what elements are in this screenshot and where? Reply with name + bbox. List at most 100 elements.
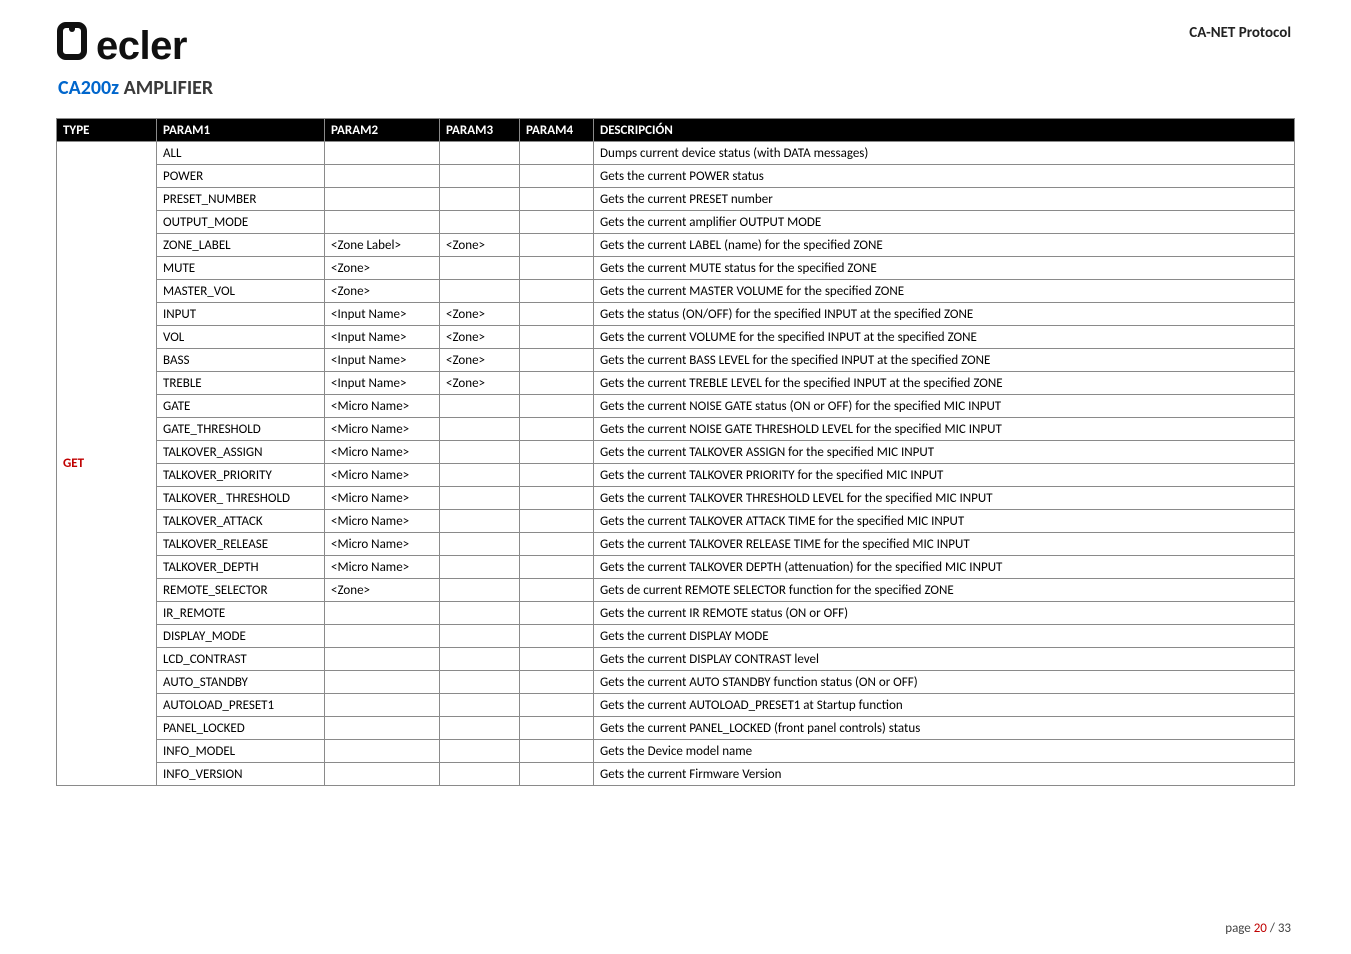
col-header-type: TYPE <box>57 119 157 142</box>
cell-param4 <box>520 510 594 533</box>
footer-page-label: page <box>1225 921 1253 936</box>
cell-param4 <box>520 487 594 510</box>
cell-param3: <Zone> <box>440 326 520 349</box>
cell-param2 <box>325 165 440 188</box>
cell-param3 <box>440 165 520 188</box>
cell-param2: <Micro Name> <box>325 418 440 441</box>
cell-param4 <box>520 165 594 188</box>
cell-param2 <box>325 625 440 648</box>
cell-param2: <Zone> <box>325 257 440 280</box>
cell-param3 <box>440 579 520 602</box>
cell-desc: Gets the Device model name <box>594 740 1295 763</box>
cell-param1: VOL <box>157 326 325 349</box>
cell-param4 <box>520 602 594 625</box>
cell-param2 <box>325 211 440 234</box>
cell-param1: PANEL_LOCKED <box>157 717 325 740</box>
col-header-param4: PARAM4 <box>520 119 594 142</box>
table-row: AUTO_STANDBYGets the current AUTO STANDB… <box>57 671 1295 694</box>
cell-param4 <box>520 533 594 556</box>
table-row: PRESET_NUMBERGets the current PRESET num… <box>57 188 1295 211</box>
cell-param2 <box>325 671 440 694</box>
commands-table: TYPE PARAM1 PARAM2 PARAM3 PARAM4 DESCRIP… <box>56 118 1295 786</box>
footer-page-current: 20 <box>1254 921 1267 936</box>
cell-param4 <box>520 648 594 671</box>
cell-param2: <Zone> <box>325 579 440 602</box>
table-row: DISPLAY_MODEGets the current DISPLAY MOD… <box>57 625 1295 648</box>
cell-desc: Gets the current TALKOVER ATTACK TIME fo… <box>594 510 1295 533</box>
cell-param4 <box>520 464 594 487</box>
cell-param1: LCD_CONTRAST <box>157 648 325 671</box>
col-header-param3: PARAM3 <box>440 119 520 142</box>
table-row: PANEL_LOCKEDGets the current PANEL_LOCKE… <box>57 717 1295 740</box>
cell-param4 <box>520 211 594 234</box>
cell-desc: Gets the current AUTO STANDBY function s… <box>594 671 1295 694</box>
cell-param2: <Micro Name> <box>325 464 440 487</box>
cell-param1: GATE_THRESHOLD <box>157 418 325 441</box>
cell-desc: Gets the current MUTE status for the spe… <box>594 257 1295 280</box>
cell-param4 <box>520 142 594 165</box>
table-row: INFO_MODELGets the Device model name <box>57 740 1295 763</box>
page-footer: page 20 / 33 <box>1225 921 1291 936</box>
model-link[interactable]: CA200z <box>58 76 119 100</box>
table-row: MUTE<Zone> Gets the current MUTE status f… <box>57 257 1295 280</box>
cell-param2: <Input Name> <box>325 372 440 395</box>
cell-param4 <box>520 349 594 372</box>
cell-param2 <box>325 694 440 717</box>
cell-param1: IR_REMOTE <box>157 602 325 625</box>
cell-param3 <box>440 487 520 510</box>
cell-desc: Gets the current TALKOVER THRESHOLD LEVE… <box>594 487 1295 510</box>
cell-param4 <box>520 441 594 464</box>
cell-param4 <box>520 740 594 763</box>
cell-desc: Gets the current BASS LEVEL for the spec… <box>594 349 1295 372</box>
col-header-desc: DESCRIPCIÓN <box>594 119 1295 142</box>
cell-param3: <Zone> <box>440 349 520 372</box>
table-row: LCD_CONTRASTGets the current DISPLAY CON… <box>57 648 1295 671</box>
cell-param2 <box>325 717 440 740</box>
cell-desc: Gets the current TALKOVER DEPTH (attenua… <box>594 556 1295 579</box>
cell-param3 <box>440 211 520 234</box>
cell-param1: ZONE_LABEL <box>157 234 325 257</box>
cell-param1: INFO_VERSION <box>157 763 325 786</box>
cell-param3 <box>440 625 520 648</box>
cell-param3: <Zone> <box>440 234 520 257</box>
cell-param2: <Zone Label> <box>325 234 440 257</box>
cell-param4 <box>520 671 594 694</box>
cell-param1: OUTPUT_MODE <box>157 211 325 234</box>
brand-glyph-icon <box>56 22 94 70</box>
cell-param2: <Input Name> <box>325 349 440 372</box>
cell-param4 <box>520 303 594 326</box>
table-row: AUTOLOAD_PRESET1Gets the current AUTOLOA… <box>57 694 1295 717</box>
cell-param2 <box>325 602 440 625</box>
cell-param3 <box>440 694 520 717</box>
cell-param4 <box>520 625 594 648</box>
cell-desc: Gets the current VOLUME for the specifie… <box>594 326 1295 349</box>
cell-param2: <Micro Name> <box>325 441 440 464</box>
cell-desc: Gets the current PRESET number <box>594 188 1295 211</box>
cell-param4 <box>520 372 594 395</box>
cell-desc: Gets the current NOISE GATE status (ON o… <box>594 395 1295 418</box>
cell-param3 <box>440 395 520 418</box>
cell-desc: Gets the current TALKOVER ASSIGN for the… <box>594 441 1295 464</box>
subheading-rest: AMPLIFIER <box>119 76 213 100</box>
cell-desc: Gets the current AUTOLOAD_PRESET1 at Sta… <box>594 694 1295 717</box>
cell-param2: <Micro Name> <box>325 510 440 533</box>
cell-type: GET <box>57 142 157 786</box>
cell-param2 <box>325 740 440 763</box>
cell-desc: Gets the current TALKOVER RELEASE TIME f… <box>594 533 1295 556</box>
footer-page-sep: / <box>1267 921 1278 936</box>
cell-param1: MUTE <box>157 257 325 280</box>
cell-desc: Gets the current MASTER VOLUME for the s… <box>594 280 1295 303</box>
cell-param1: TALKOVER_ THRESHOLD <box>157 487 325 510</box>
cell-param2: <Micro Name> <box>325 395 440 418</box>
table-row: INFO_VERSIONGets the current Firmware Ve… <box>57 763 1295 786</box>
cell-param3 <box>440 763 520 786</box>
table-row: VOL<Input Name><Zone> Gets the current VO… <box>57 326 1295 349</box>
cell-param4 <box>520 579 594 602</box>
cell-param3 <box>440 441 520 464</box>
cell-desc: Gets the current LABEL (name) for the sp… <box>594 234 1295 257</box>
cell-desc: Gets de current REMOTE SELECTOR function… <box>594 579 1295 602</box>
cell-param2: <Input Name> <box>325 326 440 349</box>
cell-param1: INPUT <box>157 303 325 326</box>
cell-param3 <box>440 533 520 556</box>
table-row: POWERGets the current POWER status <box>57 165 1295 188</box>
